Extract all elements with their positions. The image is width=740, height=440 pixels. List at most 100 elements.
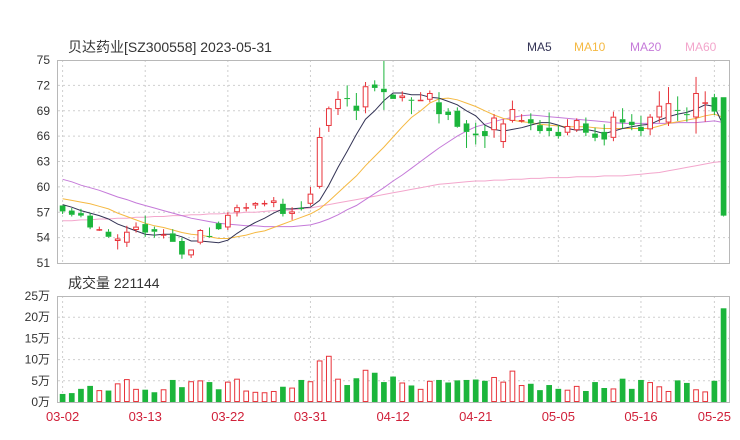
candle <box>335 91 341 115</box>
candle-body-up <box>316 136 323 187</box>
candle <box>665 87 672 126</box>
candle-body-down <box>638 126 644 132</box>
volume-bar-up <box>252 391 259 403</box>
volume-bar-down <box>78 388 84 402</box>
candle-body-up <box>426 92 433 100</box>
candle <box>151 226 158 238</box>
candle-body-down <box>546 127 552 132</box>
candle <box>344 85 351 107</box>
candle-body-up <box>252 202 259 206</box>
candle <box>610 111 617 142</box>
candle-body-up <box>399 95 406 99</box>
candle <box>454 107 461 128</box>
legend: MA5 MA10 MA20 MA60 <box>527 40 717 54</box>
volume-bar-up <box>96 390 103 402</box>
candle <box>482 125 488 148</box>
volume-bar-up <box>509 370 516 402</box>
volume-bar-up <box>500 381 507 403</box>
candle <box>619 108 626 129</box>
candle-body-up <box>133 226 139 231</box>
candle-body-up <box>325 108 332 126</box>
candle <box>316 127 323 189</box>
price-panel-frame <box>57 60 730 264</box>
candle-body-down <box>280 203 286 214</box>
candle <box>509 100 516 123</box>
volume-bar-down <box>592 382 598 402</box>
legend-ma10: MA10 <box>574 40 606 54</box>
candle-body-up <box>509 109 516 121</box>
volume-bar-down <box>674 380 681 402</box>
candle-body-down <box>371 84 378 88</box>
ma10-line <box>62 97 724 239</box>
candle-body-up <box>500 123 507 143</box>
candle-body-up <box>124 231 130 243</box>
candle-body-down <box>619 119 626 123</box>
price-tick-label: 57 <box>37 205 51 219</box>
volume-bar-down <box>87 385 93 402</box>
volume-bar-down <box>684 382 690 402</box>
candle <box>371 80 378 92</box>
volume-bar-up <box>289 387 295 403</box>
price-tick-label: 75 <box>37 53 51 67</box>
volume-bar-down <box>601 388 608 402</box>
candle <box>583 117 589 137</box>
candle-body-down <box>142 224 149 233</box>
candle-body-down <box>463 123 470 132</box>
volume-bar-up <box>325 355 332 402</box>
volume-bar-up <box>261 392 268 402</box>
volume-bars <box>59 308 727 403</box>
volume-bar-down <box>353 378 360 402</box>
volume-bar-up <box>124 379 130 403</box>
candle <box>647 114 653 136</box>
volume-bar-up <box>243 390 250 403</box>
candle <box>243 202 250 212</box>
candle <box>188 249 194 258</box>
volume-tick-label: 20万 <box>25 310 50 324</box>
candle <box>78 208 84 218</box>
candle-body-down <box>583 123 589 133</box>
candle-body-up <box>647 116 653 130</box>
candle-body-down <box>215 223 222 230</box>
volume-bar-down <box>215 389 222 402</box>
candle <box>527 113 534 131</box>
candle-body-down <box>628 121 635 126</box>
candle-body-down <box>711 97 718 112</box>
candle <box>114 234 121 250</box>
candle <box>133 222 139 233</box>
price-grid <box>58 60 730 263</box>
volume-bar-up <box>133 388 139 402</box>
candle-body-up <box>243 207 250 209</box>
price-tick-label: 63 <box>37 155 51 169</box>
price-tick-label: 54 <box>37 231 51 245</box>
candle <box>252 202 259 209</box>
candle <box>408 97 415 115</box>
candle <box>720 97 727 217</box>
x-tick-label: 03-13 <box>129 409 162 424</box>
candle <box>169 229 176 242</box>
candle-body-up <box>234 207 240 213</box>
candle-body-up <box>573 120 580 131</box>
volume-bar-down <box>280 386 286 402</box>
candle <box>325 106 332 132</box>
candle <box>592 127 598 142</box>
volume-bar-up <box>647 382 653 402</box>
volume-bar-up <box>564 389 571 403</box>
candle <box>197 229 204 245</box>
candle <box>206 227 213 238</box>
candle-body-down <box>87 215 93 228</box>
candle-body-up <box>564 125 571 133</box>
volume-bar-down <box>555 388 562 402</box>
volume-axis-labels: 25万 20万 15万 10万 5万 0万 <box>25 289 50 409</box>
candle-body-down <box>472 133 479 136</box>
volume-bar-down <box>298 379 305 402</box>
x-tick-label: 04-21 <box>459 409 492 424</box>
volume-bar-down <box>68 393 75 402</box>
x-axis-labels: 03-02 03-13 03-22 03-31 04-12 04-21 05-05 05-16… <box>46 409 731 424</box>
candle-body-down <box>537 125 543 132</box>
x-tick-label: 05-05 <box>542 409 575 424</box>
volume-bar-down <box>583 390 589 402</box>
candle-body-up <box>307 193 314 204</box>
candle <box>693 76 699 134</box>
volume-tick-label: 0万 <box>31 395 50 409</box>
